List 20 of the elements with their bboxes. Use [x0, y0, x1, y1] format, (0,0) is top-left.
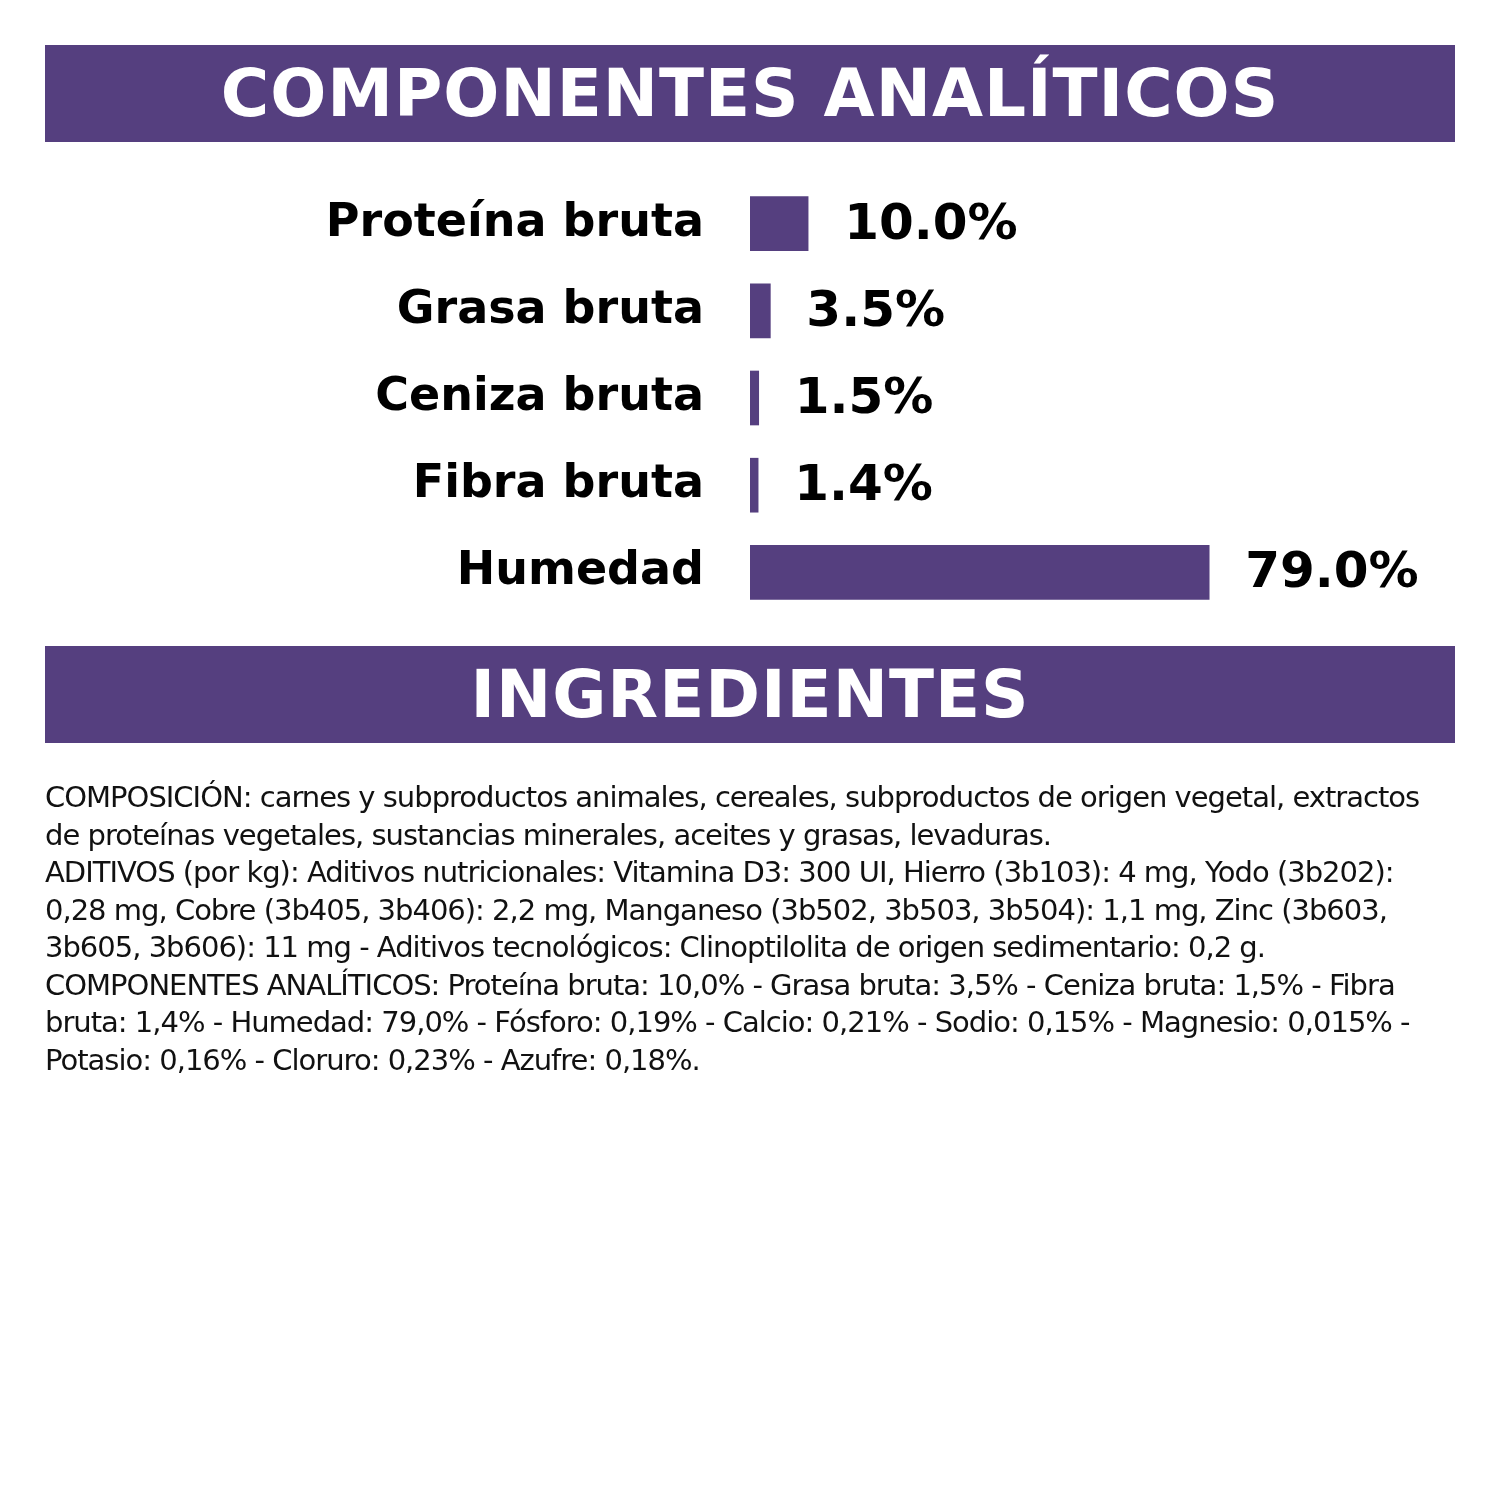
y-tick-label: Ceniza bruta [375, 366, 704, 421]
bar [750, 457, 759, 513]
bar [750, 196, 809, 251]
y-tick-label: Fibra bruta [412, 454, 704, 509]
y-tick-label: Humedad [456, 541, 704, 596]
bar [750, 283, 771, 339]
chart-title: COMPONENTES ANALÍTICOS [45, 45, 1455, 142]
text: ADITIVOS (por kg): Aditivos nutricionales: Vitamina D3: 300 UI, Hierro (3b103): 4 mg, Yodo (3b202): 0,28 mg, Cobre (3b405, 3b406): 2,2 mg, Manganeso (3b502, 3b503, 3b504): 1,1 mg, Zinc (3b603, 3b605, 3b606): 11 mg - Aditivos tecnológicos: Clinoptilolita de origen sedimentario: 0,2 g. [45, 854, 1395, 966]
data-label: 79.0% [1245, 541, 1419, 600]
bar [750, 545, 1210, 600]
data-label: 1.5% [794, 366, 934, 425]
data-label: 1.4% [794, 454, 933, 513]
text: COMPOSICIÓN: carnes y subproductos animales, cereales, subproductos de origen vegetal, extractos de proteínas vegetales, sustancias minerales, aceites y grasas, levaduras. [45, 779, 1421, 854]
data-label: 10.0% [844, 192, 1018, 251]
text: INGREDIENTES [45, 646, 1455, 743]
text: COMPONENTES ANALÍTICOS: Proteína bruta: 10,0% - Grasa bruta: 3,5% - Ceniza bruta: 1,5% - Fibra bruta: 1,4% - Humedad: 79,0% - Fósforo: 0,19% - Calcio: 0,21% - Sodio: 0,15% - Magnesio: 0,015% - Potasio: 0,16% - Cloruro: 0,23% - Azufre: 0,18%. [45, 966, 1411, 1079]
data-label: 3.5% [806, 279, 946, 338]
y-tick-label: Proteína bruta [325, 192, 704, 247]
bar [750, 370, 760, 426]
y-tick-label: Grasa bruta [396, 279, 704, 334]
